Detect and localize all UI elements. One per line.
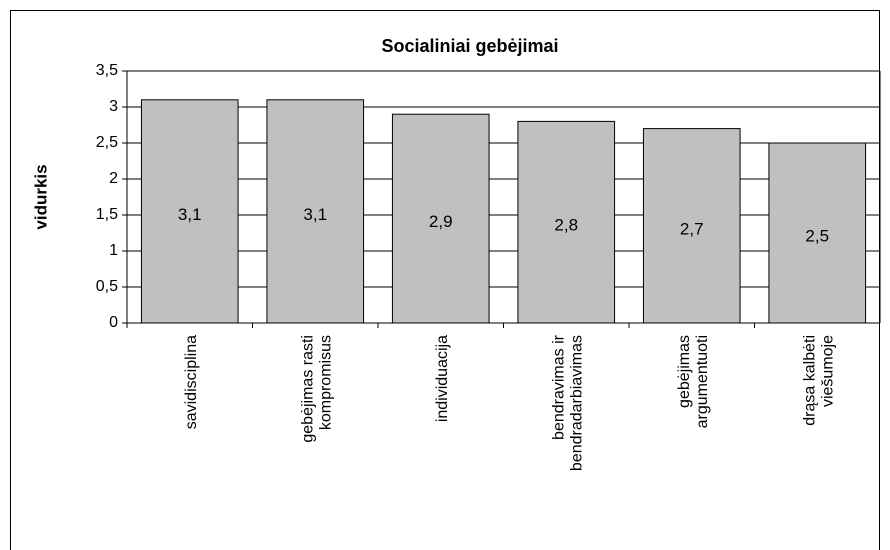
x-tick-label: individuacija — [434, 335, 451, 422]
value-label: 2,5 — [805, 226, 829, 245]
y-tick-label: 1 — [109, 242, 118, 259]
chart-title: Socialiniai gebėjimai — [381, 36, 558, 56]
bar — [517, 120, 616, 324]
y-tick-label: 0,5 — [96, 278, 118, 295]
value-label: 3,1 — [303, 205, 327, 224]
bar — [642, 128, 741, 324]
value-label: 2,9 — [429, 212, 453, 231]
y-axis-label: vidurkis — [31, 164, 50, 229]
x-tick-label: bendravimas irbendradarbiavimas — [550, 334, 585, 471]
bar — [768, 142, 867, 324]
value-label: 3,1 — [178, 205, 202, 224]
y-tick-label: 2 — [109, 170, 118, 187]
bar — [266, 99, 365, 324]
value-label: 2,7 — [680, 219, 704, 238]
y-tick-label: 3 — [109, 98, 118, 115]
x-tick-label: gebėjimas rastikompromisus — [299, 335, 334, 443]
value-label: 2,8 — [554, 216, 578, 235]
y-tick-label: 1,5 — [96, 206, 118, 223]
bar — [140, 99, 239, 324]
x-tick-label: drąsa kalbėtiviešumoje — [801, 335, 836, 426]
y-tick-label: 2,5 — [96, 134, 118, 151]
x-tick-label: savidisciplina — [183, 335, 200, 429]
y-tick-label: 3,5 — [96, 62, 118, 79]
x-tick-label: gebėjimasargumentuoti — [676, 335, 711, 428]
y-tick-label: 0 — [109, 314, 118, 331]
